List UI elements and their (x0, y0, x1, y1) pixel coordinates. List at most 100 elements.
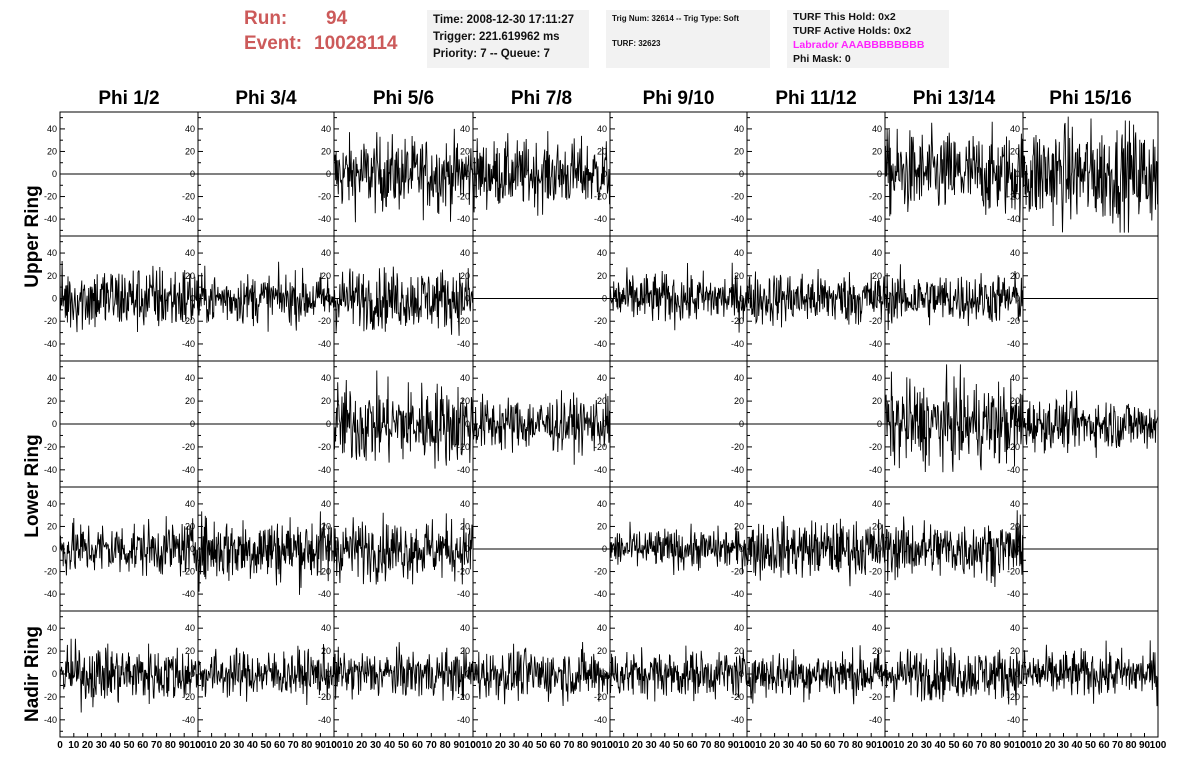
y-tick-label: -20 (594, 192, 607, 202)
y-tick-label: -20 (44, 442, 57, 452)
y-tick-label: 20 (734, 646, 744, 656)
y-tick-label: 0 (877, 669, 882, 679)
run-label: Run: (244, 8, 288, 29)
x-tick-label: 30 (96, 740, 108, 751)
y-tick-label: 0 (739, 544, 744, 554)
x-tick-label: 60 (824, 740, 836, 751)
waveform-trace-r1-c7 (884, 121, 1024, 223)
turf-this-hold-text: TURF This Hold: 0x2 (793, 11, 896, 23)
run-value: 94 (326, 8, 348, 29)
y-tick-label: 0 (190, 669, 195, 679)
y-tick-label: 40 (321, 124, 331, 134)
priority-text: Priority: 7 -- Queue: 7 (433, 48, 550, 60)
y-tick-label: 0 (1015, 669, 1020, 679)
y-tick-label: -20 (1007, 442, 1020, 452)
x-tick-label: 70 (151, 740, 163, 751)
y-tick-label: -20 (318, 192, 331, 202)
y-tick-label: -20 (869, 316, 882, 326)
waveform-trace-r5-c1 (59, 638, 199, 713)
y-tick-label: 20 (185, 396, 195, 406)
y-tick-label: 0 (1015, 169, 1020, 179)
x-tick-label: 80 (301, 740, 313, 751)
y-tick-label: 0 (877, 544, 882, 554)
x-tick-label: 100 (190, 740, 207, 751)
y-tick-label: -40 (44, 589, 57, 599)
x-tick-label: 10 (342, 740, 354, 751)
y-tick-label: -40 (731, 339, 744, 349)
y-tick-label: 20 (597, 146, 607, 156)
y-tick-label: -40 (869, 339, 882, 349)
y-tick-label: -40 (457, 465, 470, 475)
x-tick-label: 10 (481, 740, 493, 751)
x-tick-label: 70 (838, 740, 850, 751)
x-tick-label: 60 (1098, 740, 1110, 751)
x-tick-label: 10 (1031, 740, 1043, 751)
y-tick-label: -40 (594, 339, 607, 349)
y-tick-label: 0 (602, 419, 607, 429)
x-tick-label: 60 (550, 740, 562, 751)
y-tick-label: -40 (318, 339, 331, 349)
y-tick-label: 20 (1010, 146, 1020, 156)
x-tick-label: 50 (260, 740, 272, 751)
y-tick-label: -40 (44, 214, 57, 224)
y-tick-label: 20 (47, 146, 57, 156)
y-tick-label: 20 (460, 396, 470, 406)
y-tick-label: 20 (1010, 521, 1020, 531)
waveform-trace-r4-c7 (884, 510, 1024, 588)
x-tick-label: 40 (247, 740, 259, 751)
x-tick-label: 60 (274, 740, 286, 751)
waveform-trace-r4-c5 (609, 521, 748, 576)
y-tick-label: -20 (318, 692, 331, 702)
y-tick-label: -40 (1007, 715, 1020, 725)
y-tick-label: 20 (734, 396, 744, 406)
y-tick-label: 0 (1015, 544, 1020, 554)
y-tick-label: 20 (321, 646, 331, 656)
y-tick-label: -20 (869, 692, 882, 702)
y-tick-label: -20 (457, 316, 470, 326)
y-tick-label: -20 (594, 567, 607, 577)
column-header-3: Phi 5/6 (373, 88, 434, 109)
waveform-trace-r5-c7 (884, 647, 1024, 706)
column-header-6: Phi 11/12 (775, 88, 856, 109)
y-tick-label: 20 (321, 521, 331, 531)
y-tick-label: 40 (185, 499, 195, 509)
y-tick-label: 0 (52, 669, 57, 679)
x-tick-label: 30 (646, 740, 658, 751)
y-tick-label: 20 (460, 146, 470, 156)
y-tick-label: -40 (182, 339, 195, 349)
y-tick-label: 40 (597, 373, 607, 383)
y-tick-label: 0 (739, 294, 744, 304)
y-tick-label: 40 (734, 373, 744, 383)
y-tick-label: 40 (47, 248, 57, 258)
y-tick-label: 40 (47, 124, 57, 134)
ring-label-1: Upper Ring (22, 185, 43, 287)
x-tick-label: 90 (454, 740, 466, 751)
y-tick-label: -20 (594, 692, 607, 702)
y-tick-label: 40 (597, 499, 607, 509)
column-header-5: Phi 9/10 (643, 88, 715, 109)
y-tick-label: 40 (321, 248, 331, 258)
y-tick-label: 20 (321, 271, 331, 281)
y-tick-label: 20 (1010, 646, 1020, 656)
x-tick-label: 100 (1150, 740, 1167, 751)
x-tick-label: 50 (948, 740, 960, 751)
column-header-2: Phi 3/4 (235, 88, 297, 109)
y-tick-label: 0 (326, 294, 331, 304)
y-tick-label: -40 (731, 715, 744, 725)
y-tick-label: 0 (602, 544, 607, 554)
x-tick-label: 10 (68, 740, 80, 751)
y-tick-label: 20 (185, 646, 195, 656)
y-tick-label: 20 (1010, 271, 1020, 281)
column-header-7: Phi 13/14 (913, 88, 996, 109)
y-tick-label: -40 (731, 465, 744, 475)
y-tick-label: 20 (185, 271, 195, 281)
x-tick-label: 90 (1004, 740, 1016, 751)
y-tick-label: 20 (597, 396, 607, 406)
waveform-trace-r5-c4 (472, 641, 611, 707)
x-tick-label: 80 (165, 740, 177, 751)
x-tick-label: 80 (714, 740, 726, 751)
x-tick-label: 40 (659, 740, 671, 751)
y-tick-label: -20 (182, 692, 195, 702)
y-tick-label: -20 (594, 442, 607, 452)
y-tick-label: -40 (457, 715, 470, 725)
